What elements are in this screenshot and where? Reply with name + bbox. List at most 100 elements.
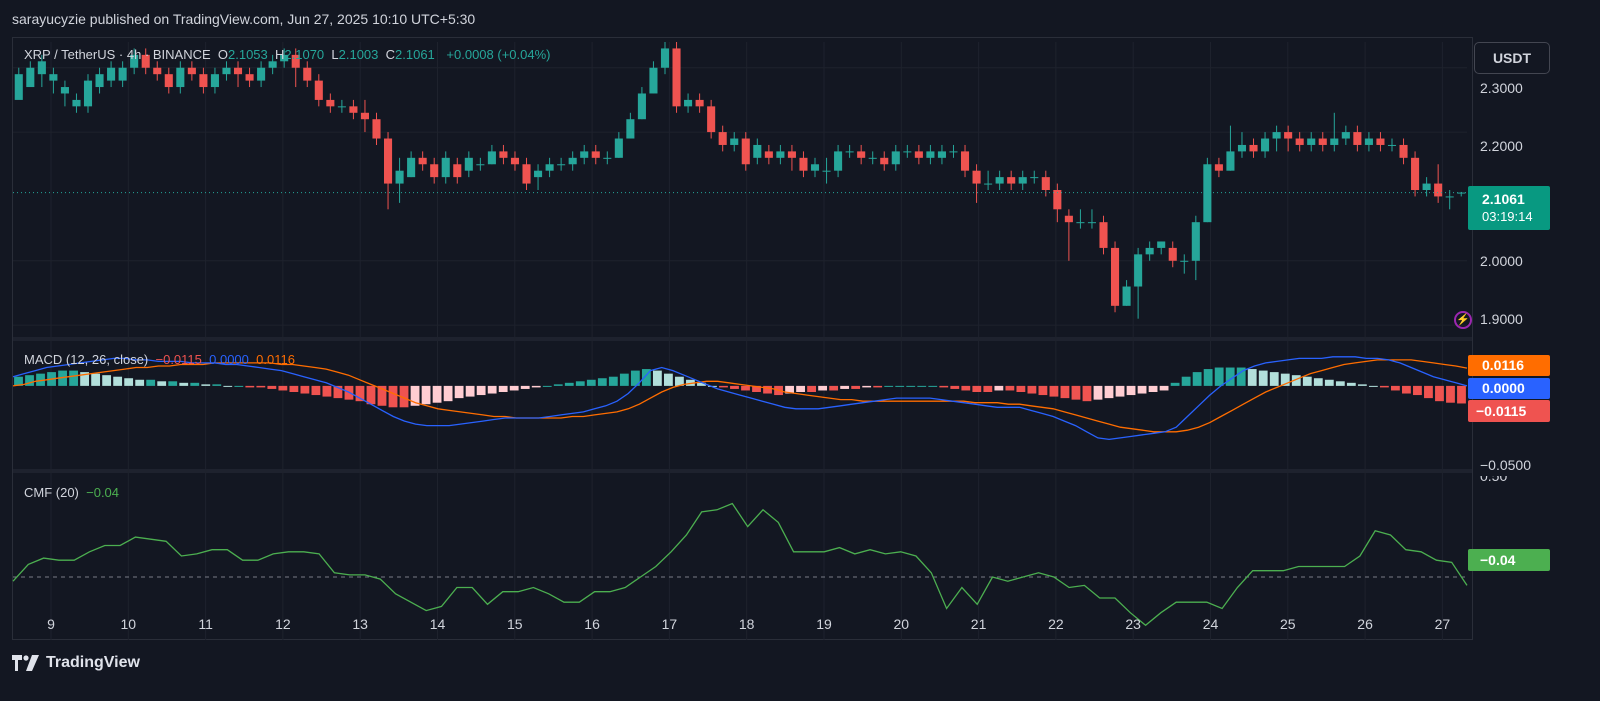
candle-body [245,74,254,81]
candle-body [960,151,970,171]
high-label: H [275,47,285,62]
currency-button[interactable]: USDT [1474,42,1550,74]
footer-brand[interactable]: TradingView [46,654,140,671]
macd-histogram-bar [895,385,905,387]
bar-countdown: 03:19:14 [1482,209,1533,224]
macd-title[interactable]: MACD (12, 26, close) [24,352,149,367]
macd-histogram-bar [862,385,872,388]
macd-legend: MACD (12, 26, close) −0.0115 0.0000 0.01… [24,352,295,367]
candle-body [1122,286,1131,306]
macd-histogram-bar [961,385,971,391]
macd-histogram-bar [1346,382,1356,386]
candle-body [407,157,416,178]
macd-histogram-bar [1247,369,1257,386]
time-axis-label: 15 [507,616,523,632]
candle-body [1237,144,1247,152]
macd-histogram-bar [1027,385,1037,394]
candle-body [845,151,854,153]
candle-body [1214,164,1223,171]
time-axis-label: 14 [429,616,446,632]
cmf-title[interactable]: CMF (20) [24,485,79,500]
candle-body [568,157,577,165]
candle-body [822,170,831,172]
candle-body [1399,144,1408,158]
candle-body [937,151,946,158]
macd-histogram-bar [168,381,178,386]
macd-histogram-bar [983,385,993,392]
time-axis-label: 10 [120,616,137,632]
macd-histogram-bar [509,385,519,391]
macd-signal-value: 0.0116 [256,352,295,367]
low-label: L [331,47,339,62]
candle-body [257,67,266,81]
macd-histogram-bar [1402,385,1411,394]
candle-body [280,54,289,62]
candle-body [787,151,796,158]
macd-histogram-bar [1258,370,1268,386]
macd-histogram-bar [256,385,266,388]
macd-histogram-bar [873,385,883,388]
candle-body [349,106,358,113]
macd-histogram-bar [465,385,475,397]
macd-histogram-bar [36,373,45,386]
candle-body [303,67,312,81]
candle-body [1018,177,1027,184]
macd-histogram-bar [201,384,211,386]
time-axis-label: 9 [47,616,55,632]
macd-line-value: 0.0000 [209,352,249,367]
candle-body [464,157,473,171]
macd-histogram-bar [641,369,651,386]
candle-body [1318,138,1327,145]
macd-histogram-bar [884,385,894,387]
candle-body [1111,247,1120,306]
candle-body [972,170,981,184]
candle-body [614,138,623,158]
candle-body [707,106,716,133]
macd-histogram-bar [1335,381,1345,386]
candle-body [1434,183,1443,197]
macd-histogram-bar [1302,376,1312,386]
footer: TradingView [12,654,140,672]
candle-body [1295,138,1304,145]
macd-histogram-bar [939,385,949,388]
lightning-alert-icon[interactable]: ⚡ [1454,311,1472,329]
macd-histogram-bar [410,385,420,406]
candle-body [1353,132,1362,145]
price-change: +0.0008 (+0.04%) [446,47,551,62]
candle-body [107,67,116,81]
macd-histogram-bar [586,379,596,386]
candle-body [730,138,739,145]
candle-body [14,74,23,100]
time-axis-label: 20 [893,616,910,632]
price-axis-label: 2.0000 [1480,253,1523,269]
candle-body [1226,151,1235,171]
published-by: sarayucyzie published on TradingView.com… [12,11,476,27]
symbol-title[interactable]: XRP / TetherUS · 4h · BINANCE [24,47,211,62]
candle-body [268,61,277,68]
macd-histogram-bar [1071,385,1081,400]
candle-body [1064,215,1073,223]
macd-histogram-bar [928,385,938,387]
macd-histogram-bar [1115,385,1125,397]
macd-histogram-bar [1049,385,1059,397]
macd-histogram-bar [630,370,640,386]
macd-histogram-bar [741,385,750,391]
candle-body [37,61,46,75]
macd-histogram-bar [432,385,442,403]
candle-body [1445,196,1454,198]
candle-body [984,183,993,185]
candle-body [880,157,889,165]
macd-histogram-bar [652,370,662,386]
candle-body [141,54,150,68]
candle-body [949,151,958,153]
macd-histogram-bar [675,376,684,386]
candle-body [510,157,520,165]
candle-body [49,74,58,81]
macd-histogram-bar [807,385,817,392]
candle-body [1387,144,1397,146]
macd-histogram-bar [917,385,927,387]
macd-histogram-bar [322,385,332,397]
candle-body [499,151,508,158]
macd-histogram-bar [1148,385,1158,392]
